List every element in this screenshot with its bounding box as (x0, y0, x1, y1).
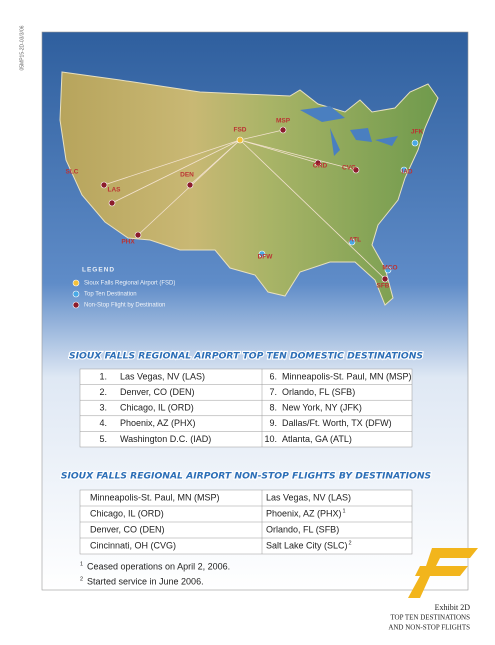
airport-marker (348, 238, 356, 246)
airport-marker (400, 166, 408, 174)
legend-item: Top Ten Destination (84, 292, 137, 298)
destination: Washington D.C. (IAD) (120, 434, 211, 444)
exhibit-caption: AND NON-STOP FLIGHTS (388, 624, 470, 632)
destination: Dallas/Ft. Worth, TX (DFW) (282, 418, 392, 428)
airport-marker (384, 266, 392, 274)
route (111, 139, 241, 204)
route (103, 139, 241, 186)
destination: Cincinnati, OH (CVG) (90, 540, 176, 550)
airport-code: ATL (349, 237, 361, 244)
route (239, 139, 357, 171)
us-map (59, 71, 439, 306)
airport-code: ORD (313, 163, 328, 170)
rank: 5. (99, 434, 107, 444)
footnote: Started service in June 2006. (87, 576, 204, 586)
destination: Las Vegas, NV (LAS) (120, 371, 205, 381)
side-code: 05MP15-2D-03/3/06 (19, 25, 25, 70)
rank: 8. (269, 403, 277, 413)
destination: Chicago, IL (ORD) (120, 403, 194, 413)
footnote-mark: 1 (80, 561, 83, 567)
destination: Phoenix, AZ (PHX) (266, 508, 342, 518)
exhibit-caption: TOP TEN DESTINATIONS (390, 614, 470, 622)
airport-code: MSP (276, 118, 291, 125)
airport-marker (108, 199, 116, 207)
airport-code: DEN (180, 172, 194, 179)
rank: 2. (99, 387, 107, 397)
logo (408, 548, 478, 598)
airport-marker (258, 250, 266, 258)
section-title: SIOUX FALLS REGIONAL AIRPORT NON-STOP FL… (61, 471, 432, 482)
destination: Orlando, FL (SFB) (282, 387, 355, 397)
airport-marker (186, 181, 194, 189)
airport-marker (279, 126, 287, 134)
footnote-mark: 1 (343, 508, 346, 514)
rank: 6. (269, 371, 277, 381)
airport-code: IAD (401, 169, 413, 176)
route (239, 129, 284, 141)
airport-marker (411, 139, 419, 147)
destination: Denver, CO (DEN) (120, 387, 195, 397)
airport-code: JFK (411, 129, 424, 136)
destination: Chicago, IL (ORD) (90, 508, 164, 518)
section-title: SIOUX FALLS REGIONAL AIRPORT TOP TEN DOM… (69, 351, 423, 362)
footnote-mark: 2 (349, 540, 352, 546)
airport-marker (100, 181, 108, 189)
exhibit-caption: Exhibit 2D (435, 603, 471, 612)
destination: Atlanta, GA (ATL) (282, 434, 352, 444)
route (239, 139, 386, 280)
airport-marker (236, 136, 244, 144)
rank: 7. (269, 387, 277, 397)
legend-item: Sioux Falls Regional Airport (FSD) (84, 281, 175, 287)
airport-code: MCO (382, 265, 397, 272)
destination: Orlando, FL (SFB) (266, 524, 339, 534)
footnote-mark: 2 (80, 576, 83, 582)
airport-marker (134, 231, 142, 239)
airport-code: SLC (66, 169, 79, 176)
airport-code: SFB (377, 283, 390, 290)
legend-marker (72, 279, 80, 287)
destination: New York, NY (JFK) (282, 403, 362, 413)
rank: 4. (99, 418, 107, 428)
airport-marker (352, 166, 360, 174)
airport-marker (381, 275, 389, 283)
airport-marker (314, 159, 322, 167)
airport-code: FSD (234, 127, 247, 134)
legend-item: Non-Stop Flight by Destination (84, 303, 165, 309)
destination: Salt Lake City (SLC) (266, 540, 348, 550)
destination: Minneapolis-St. Paul, MN (MSP) (282, 371, 412, 381)
table-bg (79, 368, 413, 448)
rank: 9. (269, 418, 277, 428)
airport-code: CVG (342, 165, 356, 172)
airport-code: LAS (108, 187, 122, 194)
legend-title: LEGEND (82, 267, 115, 274)
rank: 10. (264, 434, 277, 444)
legend-marker (72, 301, 80, 309)
rank: 1. (99, 371, 107, 381)
footnote: Ceased operations on April 2, 2006. (87, 561, 230, 571)
legend-marker (72, 290, 80, 298)
great-lakes (300, 106, 398, 156)
airport-code: DFW (258, 254, 274, 261)
destination: Las Vegas, NV (LAS) (266, 492, 351, 502)
rank: 3. (99, 403, 107, 413)
destination: Denver, CO (DEN) (90, 524, 165, 534)
route (239, 139, 319, 164)
destination: Minneapolis-St. Paul, MN (MSP) (90, 492, 220, 502)
destination: Phoenix, AZ (PHX) (120, 418, 196, 428)
airport-code: PHX (121, 239, 135, 246)
